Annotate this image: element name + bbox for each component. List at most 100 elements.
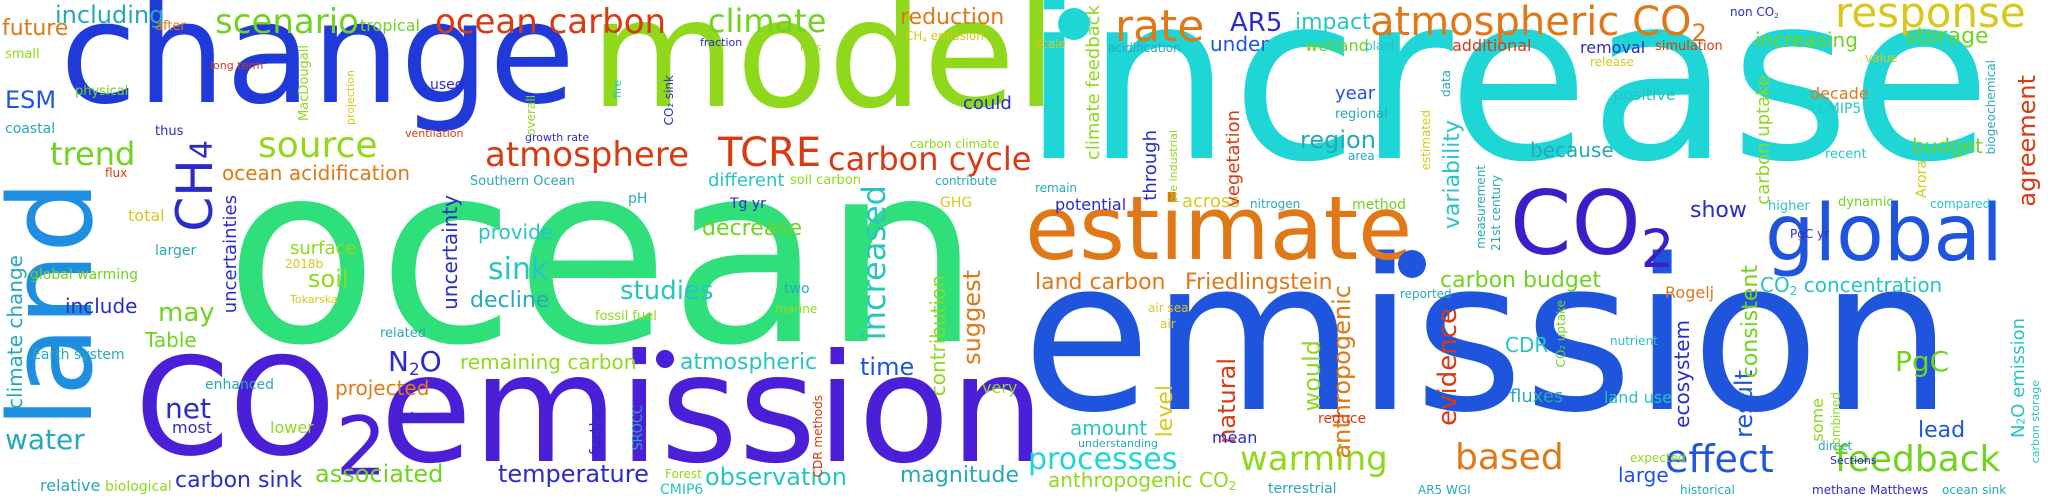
word-overall: overall — [524, 95, 538, 136]
word-total: total — [128, 206, 165, 225]
word-storage: storage — [1905, 24, 1989, 49]
word-ch4-emission: CH4 emission — [905, 29, 984, 44]
word-co2-sink: CO2 sink — [662, 75, 676, 126]
word-marine: marine — [775, 302, 818, 316]
word-21st-century: 21st century — [1489, 175, 1503, 251]
word-value: value — [1865, 51, 1898, 65]
word-decrease: decrease — [702, 216, 803, 241]
word-historical: historical — [1680, 483, 1735, 497]
word-simulation: simulation — [1655, 39, 1723, 54]
word-biogeochemical: biogeochemical — [1984, 60, 1998, 155]
word-tokarska: Tokarska — [290, 293, 338, 306]
word-pgc-yr: PgC yr — [1790, 227, 1830, 241]
word-nitrogen: nitrogen — [1250, 197, 1301, 211]
word-understanding: understanding — [1078, 437, 1158, 450]
word-expected: expected — [1630, 451, 1686, 465]
word-recent: recent — [1825, 147, 1867, 162]
word-relative: relative — [40, 476, 101, 495]
word-sroc: SROCC — [631, 405, 646, 451]
word-very: very — [982, 378, 1018, 397]
word-impact: impact — [1295, 10, 1371, 35]
word-combined: combined — [1829, 392, 1843, 452]
word-after: after — [155, 19, 186, 34]
word-friedlingstein: Friedlingstein — [1185, 270, 1333, 295]
word-warming: warming — [1240, 439, 1388, 479]
word-ocean-carbon: ocean carbon — [435, 2, 667, 42]
word-physical: physical — [75, 84, 129, 99]
word-data: data — [1439, 70, 1453, 98]
word-fraction: fraction — [700, 36, 743, 49]
word-loss: loss — [800, 41, 822, 54]
word-ch4: CH4 — [166, 140, 224, 232]
word-non-co2: non CO2 — [1730, 5, 1779, 20]
word-budget: budget — [1912, 134, 1983, 158]
word-soil: soil — [308, 265, 349, 293]
word-co2-mid: CO2 — [1510, 172, 1675, 281]
word-vegetation: vegetation — [1223, 110, 1244, 207]
word-rate: rate — [1115, 1, 1205, 52]
word-time: time — [860, 353, 915, 381]
word-air: air — [1160, 317, 1176, 331]
word-uncertainty: uncertainty — [438, 195, 462, 310]
word-global: global — [1765, 189, 2003, 279]
word-atmospheric: atmospheric — [680, 350, 818, 375]
word-emission-left: emission — [380, 323, 1045, 497]
word-thus: thus — [155, 124, 184, 139]
word-two: two — [784, 281, 810, 297]
word-decade: decade — [1810, 84, 1869, 103]
word-wetland: wetland — [1305, 36, 1369, 55]
word-result: result — [1730, 370, 1758, 438]
word-compared: compared — [1930, 197, 1991, 211]
word-cmip5: CMIP5 — [1818, 101, 1862, 117]
word-increase: increase — [1022, 0, 1992, 213]
word-decline: decline — [470, 288, 550, 313]
word-evidence: evidence — [1433, 308, 1463, 426]
word-terrestrial: terrestrial — [1268, 481, 1337, 497]
word-carbon-budget: carbon budget — [1440, 268, 1601, 293]
word-temperature: temperature — [498, 460, 649, 488]
word-sink: sink — [488, 252, 549, 287]
word-tcre: TCRE — [718, 130, 822, 176]
word-water: water — [5, 423, 85, 456]
word-would: would — [1298, 340, 1326, 412]
word-biological: biological — [105, 479, 172, 495]
word-ar5: AR5 — [1230, 8, 1283, 38]
word-effect: effect — [1665, 437, 1774, 481]
word-forest: Forest — [665, 467, 702, 481]
word-cdr-methods: CDR methods — [811, 395, 825, 478]
word-table: Table — [145, 328, 197, 352]
word-reduce: reduce — [1318, 411, 1367, 427]
word-land-carbon: land carbon — [1035, 270, 1166, 295]
word-lower: lower — [270, 418, 314, 437]
word-projection: projection — [344, 70, 357, 125]
word-2018b: 2018b — [285, 257, 324, 271]
word-lead: lead — [1918, 418, 1966, 443]
word-ghg: GHG — [940, 195, 973, 211]
word-land-use: land use — [1604, 388, 1672, 407]
word-atmosphere: atmosphere — [485, 135, 689, 175]
word-could: could — [963, 93, 1012, 114]
word-co2-concentration: CO2 concentration — [1760, 273, 1943, 298]
word-carbon-storage: carbon storage — [2029, 380, 2042, 464]
word-including: including — [55, 1, 165, 29]
word-estimate: estimate — [1025, 177, 1413, 280]
word-plant: plant — [1365, 39, 1396, 53]
word-anthropogenic-co2: anthropogenic CO2 — [1048, 468, 1237, 493]
word-agreement: agreement — [2013, 75, 2041, 207]
word-source: source — [258, 125, 378, 166]
word-acidification: acidification — [1108, 41, 1181, 55]
word-because: because — [1530, 138, 1614, 162]
word-co2-left: CO2 — [135, 329, 388, 495]
word-anthropogenic: anthropogenic — [1328, 285, 1356, 459]
word-method: method — [1352, 197, 1407, 213]
word-region: region — [1300, 126, 1376, 154]
word-across: across — [1182, 191, 1240, 212]
word-flux: flux — [105, 166, 128, 180]
word-carbon-cycle: carbon cycle — [828, 140, 1032, 178]
word-remain: remain — [1035, 181, 1078, 195]
word-small: small — [5, 47, 40, 62]
word-studies: studies — [620, 276, 714, 306]
word-contribution: contribution — [926, 275, 950, 397]
word-related: related — [380, 326, 426, 341]
